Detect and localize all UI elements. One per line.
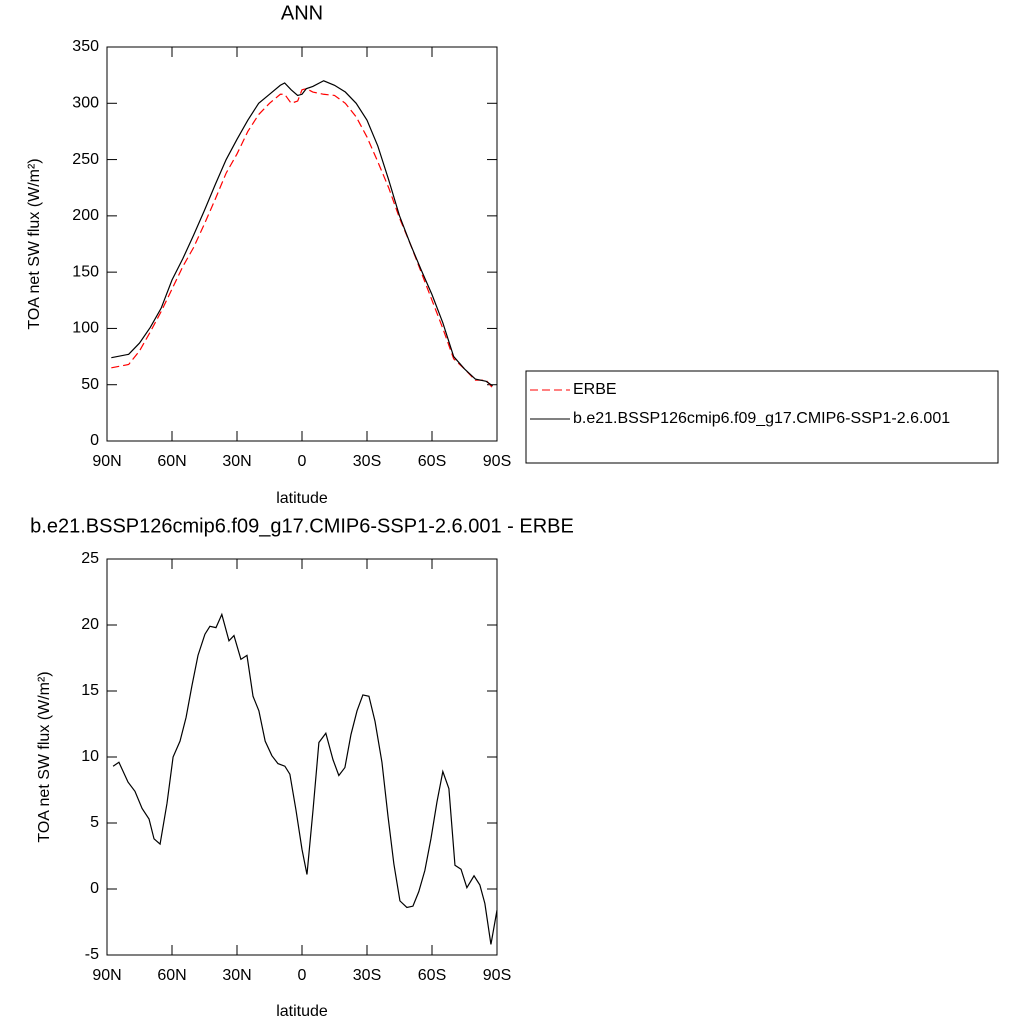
x-tick-label: 0 <box>298 967 307 984</box>
y-tick-label: 100 <box>72 320 99 337</box>
x-tick-label: 60N <box>157 967 186 984</box>
y-tick-label: 0 <box>90 880 99 897</box>
y-tick-label: 150 <box>72 263 99 280</box>
x-tick-label: 60S <box>418 453 446 470</box>
x-tick-label: 60N <box>157 453 186 470</box>
legend-label: b.e21.BSSP126cmip6.f09_g17.CMIP6-SSP1-2.… <box>573 410 950 427</box>
y-tick-label: 5 <box>90 814 99 831</box>
x-tick-label: 30N <box>222 967 251 984</box>
legend-box <box>525 370 999 464</box>
data-line <box>112 612 498 945</box>
x-tick-label: 90N <box>92 967 121 984</box>
x-tick-label: 30S <box>353 453 381 470</box>
y-tick-label: 15 <box>81 682 99 699</box>
x-tick-label: 90S <box>483 453 511 470</box>
y-tick-label: 200 <box>72 207 99 224</box>
chart-title: ANN <box>281 2 323 24</box>
y-tick-label: 250 <box>72 151 99 168</box>
x-tick-label: 90S <box>483 967 511 984</box>
y-tick-label: 50 <box>81 376 99 393</box>
y-tick-label: 20 <box>81 616 99 633</box>
y-tick-label: 350 <box>72 38 99 55</box>
x-tick-label: 30N <box>222 453 251 470</box>
x-axis-label: latitude <box>276 1003 328 1020</box>
data-line <box>111 80 494 387</box>
legend-label: ERBE <box>573 381 617 398</box>
y-tick-label: 25 <box>81 550 99 567</box>
x-tick-label: 30S <box>353 967 381 984</box>
y-axis-label: TOA net SW flux (W/m²) <box>26 158 43 329</box>
plot-frame <box>106 46 498 442</box>
chart-title: b.e21.BSSP126cmip6.f09_g17.CMIP6-SSP1-2.… <box>30 515 574 537</box>
x-tick-label: 60S <box>418 967 446 984</box>
y-axis-label: TOA net SW flux (W/m²) <box>36 671 53 842</box>
data-line <box>111 88 494 389</box>
plot-frame <box>106 558 498 956</box>
y-tick-label: 10 <box>81 748 99 765</box>
x-axis-label: latitude <box>276 490 328 507</box>
y-tick-label: -5 <box>85 946 99 963</box>
y-tick-label: 0 <box>90 432 99 449</box>
y-tick-label: 300 <box>72 95 99 112</box>
x-tick-label: 90N <box>92 453 121 470</box>
x-tick-label: 0 <box>298 453 307 470</box>
